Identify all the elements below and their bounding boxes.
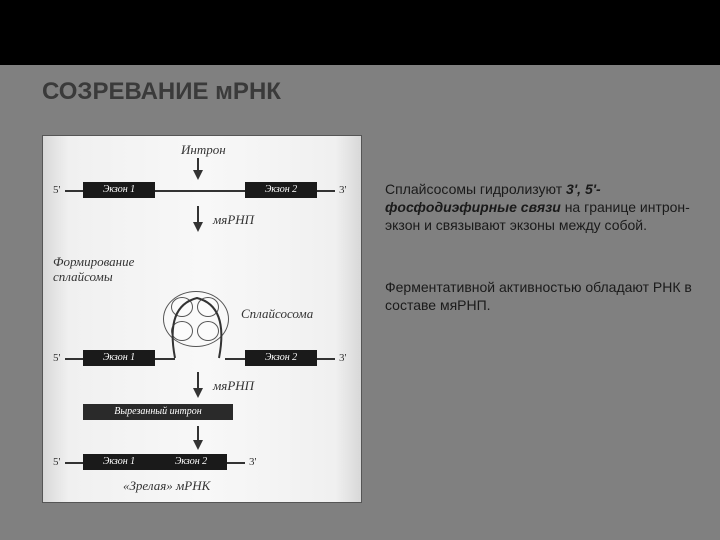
row2-mid-right: [225, 358, 245, 360]
row4-3prime: 3': [249, 456, 256, 468]
paragraph-1: Сплайсосомы гидролизуют 3', 5'-фосфодиэф…: [385, 180, 695, 235]
row2-3prime: 3': [339, 352, 346, 364]
row1-exon1: Экзон 1: [83, 182, 155, 198]
snrnp-label: мяРНП: [213, 212, 254, 228]
row2-line-left: [65, 358, 83, 360]
diagram-panel: Интрон 5' Экзон 1 Экзон 2 3' мяРНП Форми…: [42, 135, 362, 503]
row2-5prime: 5': [53, 352, 60, 364]
intron-pointer-head: [193, 170, 203, 180]
row4-exon1: Экзон 1: [83, 454, 155, 470]
snrnp-label-2: мяРНП: [213, 378, 254, 394]
diagram-inner: Интрон 5' Экзон 1 Экзон 2 3' мяРНП Форми…: [43, 136, 361, 502]
row1-3prime: 3': [339, 184, 346, 196]
arrow3-head: [193, 440, 203, 450]
slide-title: СОЗРЕВАНИЕ мРНК: [42, 78, 281, 106]
p1-part-a: Сплайсосомы гидролизуют: [385, 181, 566, 197]
row1-intron-line: [155, 190, 245, 192]
formation-label-2: сплайсомы: [53, 269, 113, 285]
intron-label: Интрон: [181, 142, 226, 158]
arrow1-head: [193, 222, 203, 232]
row4-exon2: Экзон 2: [155, 454, 227, 470]
excised-intron-box: Вырезанный интрон: [83, 404, 233, 420]
row2-exon2: Экзон 2: [245, 350, 317, 366]
row1-5prime: 5': [53, 184, 60, 196]
mature-mrna-label: «Зрелая» мРНК: [123, 478, 210, 494]
row1-line-left: [65, 190, 83, 192]
row4-line-left: [65, 462, 83, 464]
row2-loop-svg: [155, 296, 245, 360]
row4-line-right: [227, 462, 245, 464]
top-dark-bar: [0, 0, 720, 65]
spliceosome-text: Сплайсосома: [241, 306, 313, 322]
row1-exon2: Экзон 2: [245, 182, 317, 198]
paragraph-2: Ферментативной активностью обладают РНК …: [385, 278, 695, 314]
row2-exon1: Экзон 1: [83, 350, 155, 366]
row1-line-right: [317, 190, 335, 192]
row2-line-right: [317, 358, 335, 360]
row4-5prime: 5': [53, 456, 60, 468]
arrow2-head: [193, 388, 203, 398]
formation-label-1: Формирование: [53, 254, 134, 270]
